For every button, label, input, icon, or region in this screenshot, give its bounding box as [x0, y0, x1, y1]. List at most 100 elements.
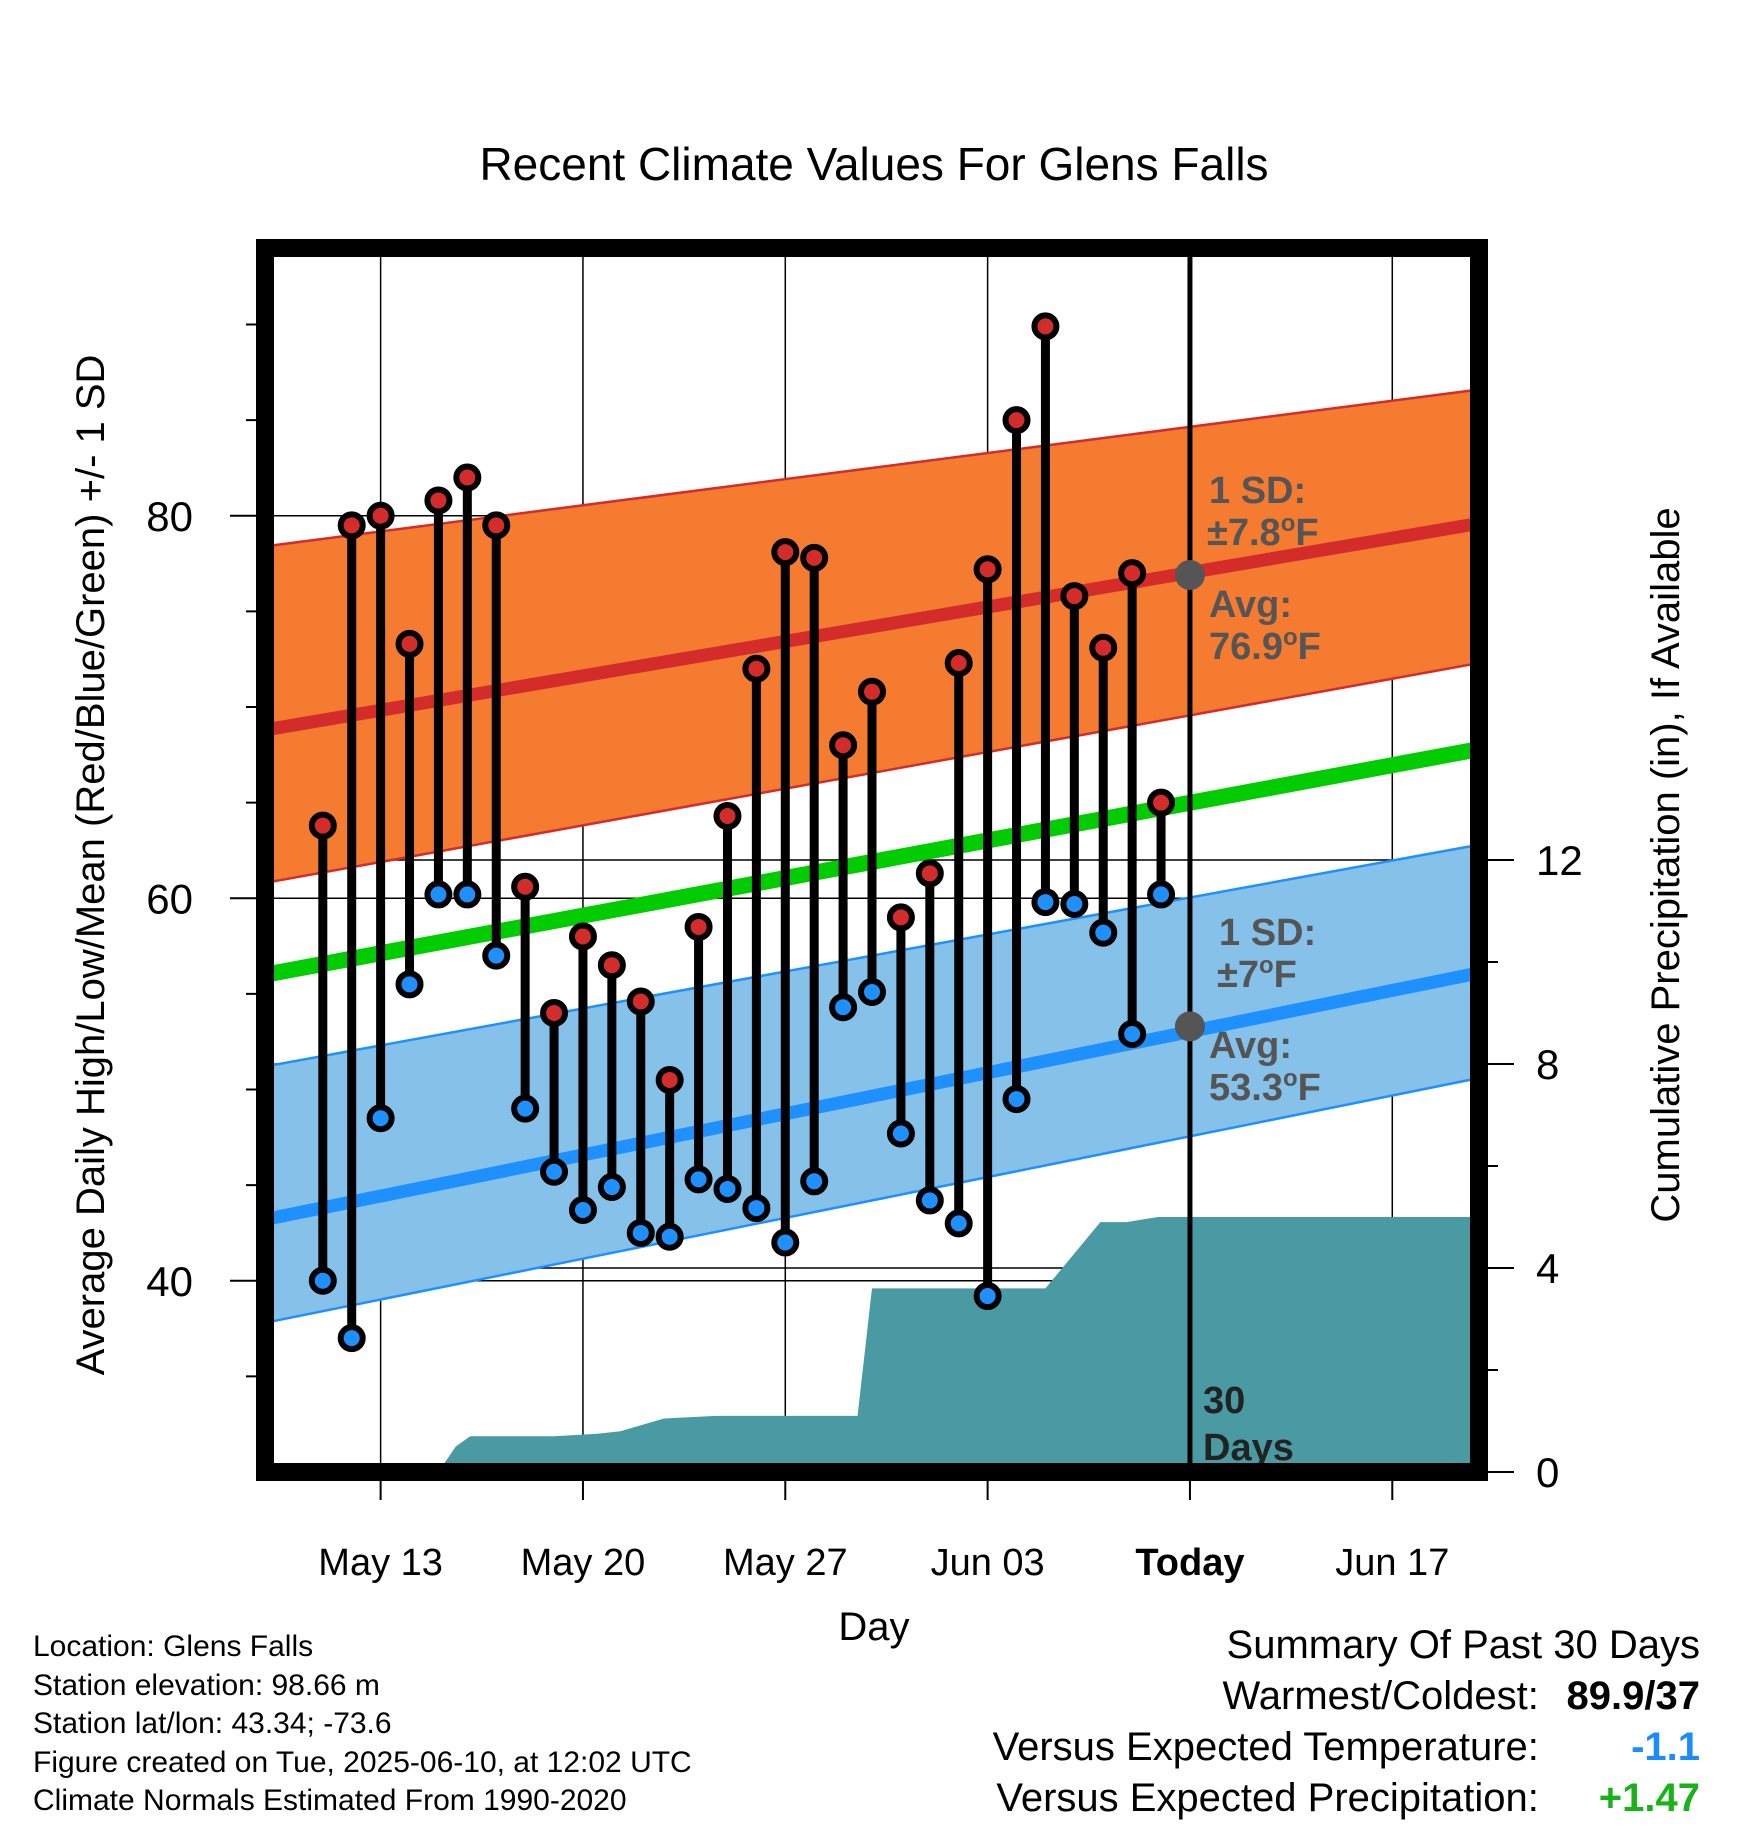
daily-low-marker [540, 1157, 569, 1186]
daily-low-marker [858, 977, 886, 1006]
daily-low-marker [1118, 1020, 1147, 1049]
temp-label: Versus Expected Temperature: [992, 1725, 1539, 1769]
window-number: 30 [1203, 1380, 1245, 1422]
daily-low-marker [713, 1174, 742, 1203]
daily-low-marker [482, 941, 511, 970]
warm-cold-label: Warmest/Coldest: [1222, 1674, 1539, 1718]
daily-low-marker [829, 993, 858, 1022]
daily-low-marker [742, 1194, 771, 1223]
daily-high-marker [1002, 406, 1031, 435]
normal-low-band-lower-edge [264, 1076, 1480, 1325]
x-tick-label: Jun 03 [931, 1542, 1045, 1584]
created-text: Figure created on Tue, 2025-06-10, at 12… [33, 1745, 692, 1779]
daily-high-marker [1089, 633, 1118, 662]
precip-value: +1.47 [1598, 1776, 1700, 1820]
daily-low-marker [395, 970, 424, 999]
daily-low-marker [771, 1228, 800, 1257]
x-tick-label: May 20 [521, 1542, 646, 1584]
daily-low-marker [453, 880, 482, 909]
x-tick-label: May 13 [318, 1542, 443, 1584]
daily-high-marker [482, 511, 511, 540]
daily-high-marker [1147, 788, 1176, 817]
daily-high-marker [684, 912, 713, 941]
normals-text: Climate Normals Estimated From 1990-2020 [33, 1784, 627, 1817]
daily-high-marker [424, 486, 453, 515]
station-info: Location: Glens Falls Station elevation:… [33, 1628, 692, 1821]
daily-low-marker [684, 1165, 713, 1194]
normal-bands [263, 388, 1481, 1325]
daily-low-marker [511, 1094, 540, 1123]
daily-low-marker [915, 1186, 944, 1215]
x-tick-label: Today [1135, 1542, 1244, 1584]
daily-high-marker [453, 463, 482, 492]
daily-high-marker [858, 677, 886, 706]
daily-low-marker [626, 1218, 655, 1247]
y-tick-label: 40 [146, 1258, 193, 1305]
latlon-text: Station lat/lon: 43.34; -73.6 [33, 1707, 392, 1740]
daily-low-marker [1031, 888, 1060, 917]
warm-cold-value: 89.9/37 [1566, 1674, 1700, 1718]
y2-tick-label: 0 [1536, 1449, 1559, 1496]
summary-panel: Summary Of Past 30 Days Warmest/Coldest:… [993, 1620, 1700, 1824]
daily-high-marker [626, 987, 655, 1016]
today-avg-low-dot [1174, 1011, 1205, 1042]
daily-range-sticks [318, 326, 1166, 1339]
daily-low-marker [944, 1209, 973, 1238]
precip-label: Versus Expected Precipitation: [996, 1776, 1539, 1820]
daily-low-marker [597, 1173, 626, 1202]
summary-temp-row: Versus Expected Temperature: -1.1 [993, 1722, 1700, 1773]
normal-low-band [265, 844, 1479, 1323]
summary-heading: Summary Of Past 30 Days [1226, 1623, 1700, 1667]
summary-precip-row: Versus Expected Precipitation: +1.47 [993, 1773, 1700, 1824]
daily-high-marker [944, 649, 973, 678]
high-avg-value: 76.9oF [1209, 624, 1321, 668]
daily-high-marker [915, 859, 944, 888]
window-word: Days [1203, 1427, 1294, 1469]
high-avg-label: Avg: [1209, 584, 1292, 626]
y2-axis-label: Cumulative Precipitation (in), If Availa… [1644, 507, 1688, 1222]
low-avg-value: 53.3oF [1209, 1065, 1321, 1109]
x-tick-label: Jun 17 [1335, 1542, 1449, 1584]
daily-low-marker [1147, 880, 1176, 909]
daily-high-marker [1031, 312, 1060, 341]
daily-high-marker [511, 872, 540, 901]
daily-low-marker [800, 1167, 829, 1196]
daily-low-marker [424, 880, 453, 909]
daily-high-marker [742, 654, 771, 683]
daily-low-marker [886, 1119, 915, 1148]
chart-title: Recent Climate Values For Glens Falls [479, 138, 1268, 190]
daily-high-marker [597, 951, 626, 980]
daily-high-marker [655, 1065, 684, 1094]
daily-high-marker [1118, 559, 1147, 588]
y2-tick-label: 8 [1536, 1041, 1559, 1088]
axes: Recent Climate Values For Glens Falls May… [69, 138, 1688, 1649]
daily-high-marker [886, 903, 915, 932]
today-avg-high-dot [1174, 560, 1205, 591]
daily-high-marker [395, 629, 424, 658]
daily-high-marker [540, 999, 569, 1027]
daily-high-marker [771, 538, 800, 567]
x-axis-label: Day [838, 1605, 909, 1649]
summary-warm-cold-row: Warmest/Coldest: 89.9/37 [993, 1671, 1701, 1722]
plot-border [256, 239, 1488, 1481]
y-axis-label: Average Daily High/Low/Mean (Red/Blue/Gr… [69, 355, 113, 1376]
normal-low-line [263, 966, 1481, 1226]
elevation-text: Station elevation: 98.66 m [33, 1668, 380, 1702]
daily-low-marker [308, 1266, 337, 1295]
daily-low-marker [568, 1195, 597, 1224]
daily-high-marker [973, 555, 1002, 584]
normal-high-band [265, 389, 1479, 883]
high-sd-value: ±7.8oF [1207, 510, 1319, 554]
temp-value: -1.1 [1631, 1725, 1700, 1769]
high-sd-label: 1 SD: [1209, 470, 1306, 512]
daily-high-marker [713, 802, 742, 831]
daily-low-marker [1002, 1085, 1031, 1114]
location-text: Location: Glens Falls [33, 1630, 314, 1663]
low-sd-value: ±7oF [1217, 952, 1297, 996]
daily-high-marker [1060, 582, 1089, 611]
x-tick-label: May 27 [723, 1542, 848, 1584]
precipitation-area [265, 1217, 1479, 1472]
daily-low-marker [366, 1104, 395, 1133]
